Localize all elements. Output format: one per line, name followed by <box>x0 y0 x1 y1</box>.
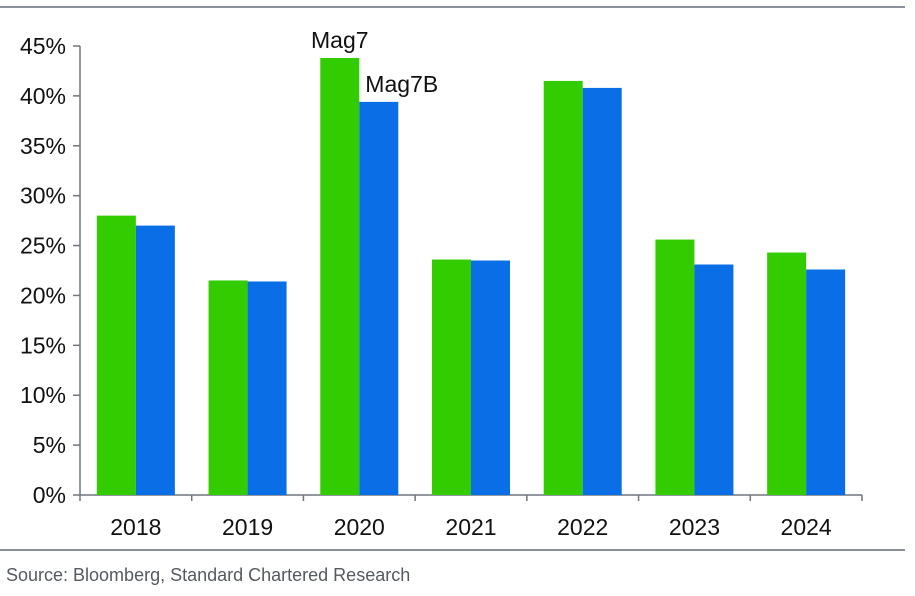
bar-mag7-2021 <box>432 259 471 495</box>
x-tick-label: 2024 <box>781 514 832 540</box>
x-tick-label: 2023 <box>669 514 720 540</box>
series-label-mag7: Mag7 <box>311 27 369 53</box>
bar-mag7b-2018 <box>135 225 175 495</box>
source-note: Source: Bloomberg, Standard Chartered Re… <box>6 565 411 585</box>
top-rule <box>0 6 905 8</box>
y-tick-label: 15% <box>20 332 66 358</box>
bar-mag7-2019 <box>208 280 248 495</box>
bar-mag7-2024 <box>767 252 807 495</box>
x-tick-label: 2018 <box>110 514 161 540</box>
y-tick-label: 10% <box>20 382 66 408</box>
y-tick-label: 25% <box>20 233 66 259</box>
x-tick-label: 2020 <box>334 514 385 540</box>
y-tick-label: 40% <box>20 83 66 109</box>
bar-mag7b-2020 <box>359 101 399 496</box>
bar-mag7b-2019 <box>247 281 287 495</box>
x-tick-label: 2019 <box>222 514 273 540</box>
y-tick-label: 30% <box>20 183 66 209</box>
y-tick-label: 5% <box>33 432 66 458</box>
bar-mag7b-2024 <box>806 269 846 495</box>
bottom-rule <box>0 549 905 551</box>
bar-mag7b-2023 <box>694 264 734 495</box>
bar-mag7-2018 <box>96 215 136 495</box>
y-tick-label: 0% <box>33 482 66 508</box>
bar-mag7-2022 <box>543 80 583 495</box>
x-tick-label: 2021 <box>445 514 496 540</box>
bar-mag7b-2022 <box>582 87 622 495</box>
bar-mag7b-2021 <box>471 260 510 495</box>
bar-mag7-2020 <box>320 57 360 496</box>
y-tick-label: 45% <box>20 33 66 59</box>
chart-bars <box>96 57 846 496</box>
y-tick-label: 35% <box>20 133 66 159</box>
series-label-mag7b: Mag7B <box>365 71 438 97</box>
bar-chart: 0% 5% 10% 15% 20% 25% 30% 35% 40% 45% 2018 2019 202… <box>20 27 863 540</box>
chart-labels: 2018 2019 2020 2021 2022 2023 2024 Mag7 Mag7B <box>110 27 832 540</box>
chart-axes: 0% 5% 10% 15% 20% 25% 30% 35% 40% 45% <box>20 33 863 508</box>
bar-mag7-2023 <box>655 239 695 495</box>
x-tick-label: 2022 <box>557 514 608 540</box>
y-tick-label: 20% <box>20 282 66 308</box>
